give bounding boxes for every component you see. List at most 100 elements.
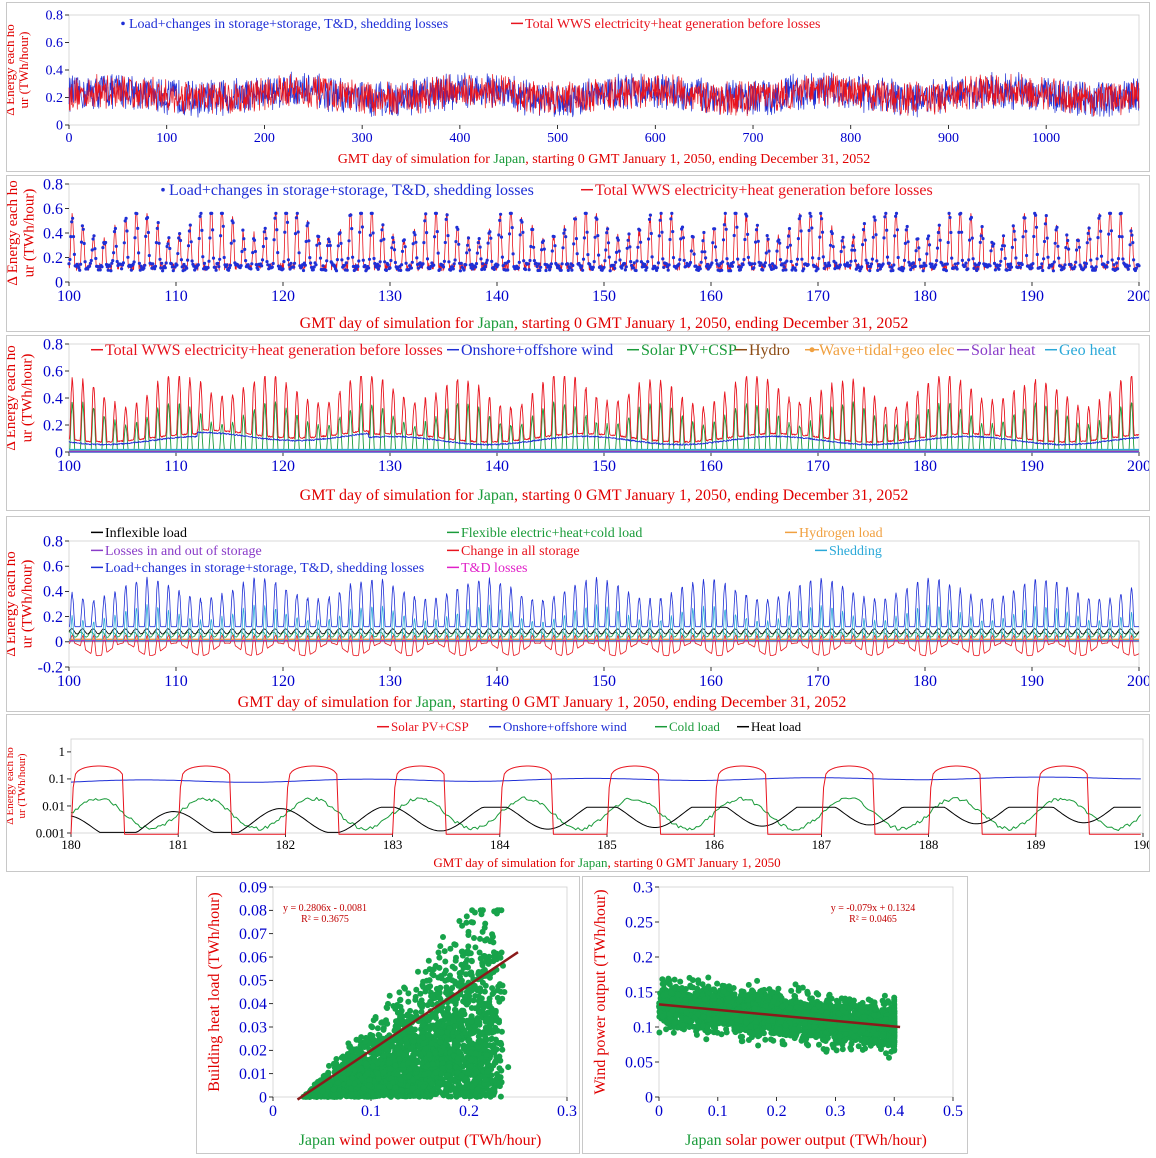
load-point: [583, 236, 586, 239]
load-point: [371, 212, 374, 215]
y-axis-label: Δ Energy each hour (TWh/hour): [7, 180, 37, 286]
load-point: [215, 269, 218, 272]
load-point: [346, 269, 349, 272]
scatter-point: [410, 1085, 416, 1091]
load-point: [605, 231, 608, 234]
load-point: [723, 223, 726, 226]
load-point: [873, 215, 876, 218]
load-point: [372, 257, 375, 260]
load-point: [218, 258, 221, 261]
scatter-point: [415, 969, 421, 975]
load-point: [136, 227, 139, 230]
load-point: [256, 268, 259, 271]
x-tick-label: 180: [913, 673, 937, 690]
load-point: [875, 259, 878, 262]
load-point: [423, 219, 426, 222]
load-point: [1056, 245, 1059, 248]
scatter-point: [405, 1012, 411, 1018]
load-point: [170, 262, 173, 265]
load-point: [250, 262, 253, 265]
load-point: [287, 258, 290, 261]
load-point: [647, 237, 650, 240]
load-point: [979, 241, 982, 244]
scatter-point: [436, 955, 442, 961]
load-point: [907, 240, 910, 243]
load-point: [606, 227, 609, 230]
y-tick-label: 1: [59, 744, 66, 759]
load-point: [293, 262, 296, 265]
load-point: [681, 226, 684, 229]
load-point: [78, 269, 81, 272]
scatter-point: [446, 1093, 452, 1099]
load-point: [520, 221, 523, 224]
scatter-point: [421, 1093, 427, 1099]
load-point: [724, 212, 727, 215]
load-point: [1009, 262, 1012, 265]
load-point: [1132, 258, 1135, 261]
load-point: [938, 224, 941, 227]
scatter-point: [425, 1032, 431, 1038]
scatter-point: [320, 1088, 326, 1094]
load-point: [668, 238, 671, 241]
scatter-point: [443, 984, 449, 990]
load-point: [507, 260, 510, 263]
load-point: [468, 248, 471, 251]
load-point: [475, 262, 478, 265]
load-point: [73, 253, 76, 256]
x-tick-label: 900: [938, 131, 959, 146]
legend-wws-label: Total WWS electricity+heat generation be…: [595, 182, 933, 199]
load-point: [1046, 256, 1049, 259]
legend-3-label: Hydro: [749, 342, 790, 359]
load-point: [786, 246, 789, 249]
load-point: [142, 267, 145, 270]
load-point: [669, 217, 672, 220]
scatter-point: [463, 920, 469, 926]
load-point: [533, 259, 536, 262]
load-point: [849, 264, 852, 267]
load-point: [949, 231, 952, 234]
legend-0-label: Inflexible load: [105, 526, 187, 541]
load-point: [172, 269, 175, 272]
scatter-point: [370, 1063, 376, 1069]
scatter-point: [386, 1060, 392, 1066]
load-point: [817, 257, 820, 260]
load-point: [535, 262, 538, 265]
load-point: [722, 238, 725, 241]
load-point: [703, 250, 706, 253]
load-point: [438, 268, 441, 271]
load-point: [466, 244, 469, 247]
scatter-point: [400, 1052, 406, 1058]
scatter-point: [459, 1085, 465, 1091]
scatter-point: [375, 1092, 381, 1098]
load-point: [870, 262, 873, 265]
legend-load-label: Load+changes in storage+storage, T&D, sh…: [129, 17, 448, 32]
x-tick-label: 0.5: [943, 1103, 963, 1120]
y-tick-label: 0: [55, 634, 63, 651]
load-point: [888, 262, 891, 265]
load-point: [388, 266, 391, 269]
scatter-point: [367, 1077, 373, 1083]
y-tick-label: 0.4: [43, 390, 63, 407]
load-point: [240, 264, 243, 267]
load-point: [981, 237, 984, 240]
load-point: [777, 238, 780, 241]
series-change-storage-line: [69, 636, 1139, 656]
load-point: [1089, 259, 1092, 262]
scatter-point: [477, 985, 483, 991]
load-point: [649, 214, 652, 217]
scatter-point: [375, 1049, 381, 1055]
scatter-point: [325, 1084, 331, 1090]
load-point: [997, 268, 1000, 271]
load-point: [339, 242, 342, 245]
load-point: [120, 267, 123, 270]
legend-5-label: Shedding: [829, 544, 882, 559]
load-point: [1044, 222, 1047, 225]
load-point: [897, 256, 900, 259]
load-point: [92, 237, 95, 240]
load-point: [93, 247, 96, 250]
load-point: [537, 262, 540, 265]
load-point: [1096, 257, 1099, 260]
load-point: [424, 212, 427, 215]
load-point: [80, 241, 83, 244]
